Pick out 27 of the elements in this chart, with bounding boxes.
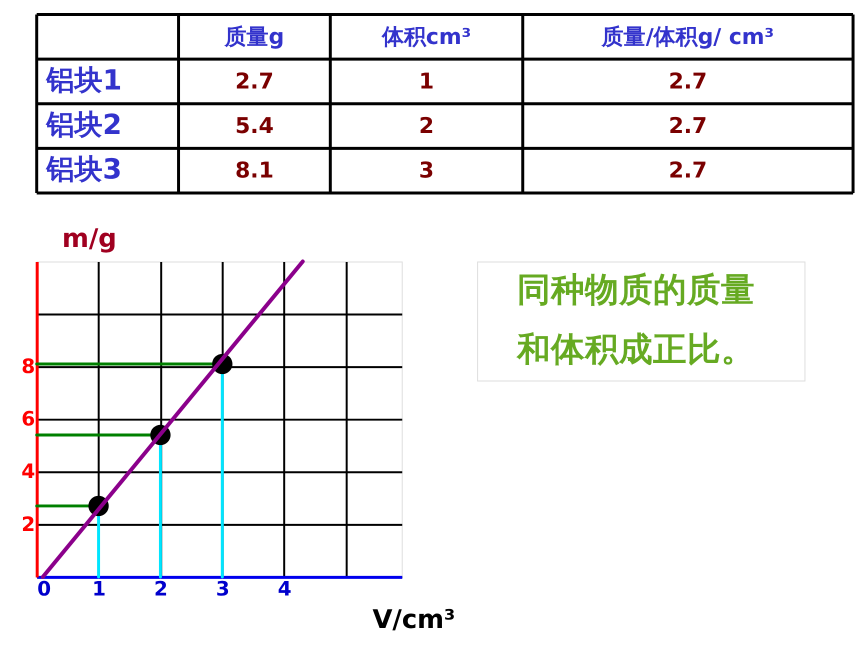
y-tick-label: 4 (21, 460, 36, 484)
text: 3 (418, 158, 434, 184)
y-tick-label: 6 (21, 408, 36, 431)
text: 质量/体积g/ cm³ (600, 24, 774, 50)
text: 体积cm³ (380, 24, 472, 50)
x-tick-label: 3 (216, 577, 230, 600)
text: 2.7 (668, 114, 708, 140)
text: 铝块2 (46, 108, 122, 142)
x-axis-title: V/cm³ (372, 604, 456, 635)
text: 2.7 (235, 69, 274, 94)
text: 质量g (224, 24, 284, 50)
text: 8.1 (235, 158, 274, 184)
x-tick-label: 1 (92, 577, 106, 600)
text: 5.4 (235, 114, 274, 140)
x-tick-label: 0 (37, 577, 51, 600)
text: 同种物质的质量和体积成正比。 (516, 270, 755, 369)
text: 2.7 (668, 158, 708, 184)
text: 1 (418, 69, 434, 94)
y-tick-label: 2 (21, 512, 36, 536)
x-tick-label: 2 (154, 577, 168, 600)
text: 2 (418, 114, 434, 140)
text: 铝块1 (46, 63, 122, 96)
x-tick-label: 4 (278, 577, 292, 600)
text: 铝块3 (46, 152, 122, 186)
y-axis-title: m/g (62, 224, 117, 254)
text: 2.7 (668, 69, 708, 94)
y-tick-label: 8 (21, 355, 36, 378)
